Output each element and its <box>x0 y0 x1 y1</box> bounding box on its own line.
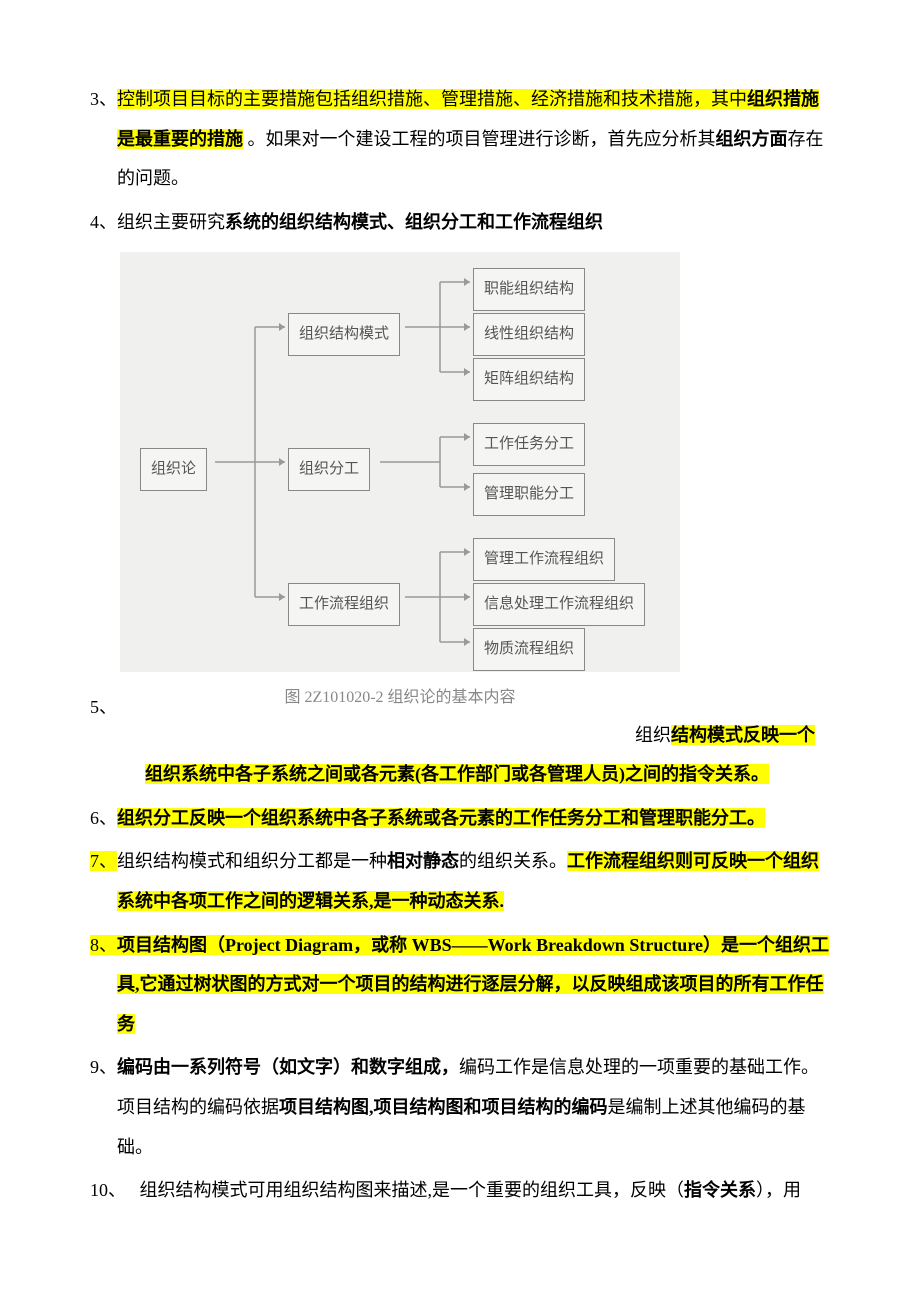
item-4-num: 4、 <box>90 203 117 243</box>
item-4-p1: 组织主要研究 <box>117 212 225 232</box>
org-diagram: 组织论 组织结构模式 组织分工 工作流程组织 职能组织结构 线性组织结构 矩阵组… <box>120 252 680 672</box>
item-5-content: 组织结构模式反映一个组织系统中各子系统之间或各元素(各工作部门或各管理人员)之间… <box>117 688 830 795</box>
item-10-num: 10、 <box>90 1171 126 1211</box>
item-9: 9、 编码由一系列符号（如文字）和数字组成，编码工作是信息处理的一项重要的基础工… <box>90 1048 830 1167</box>
item-9-b1: 编码由一系列符号（如文字）和数字组成， <box>117 1057 459 1077</box>
item-10-content: 组织结构模式可用组织结构图来描述,是一个重要的组织工具，反映（指令关系），用 <box>126 1171 830 1211</box>
item-3-bold1: 组织方面 <box>716 129 788 149</box>
node-l3-0-2: 矩阵组织结构 <box>473 358 585 401</box>
item-10-p2: ），用 <box>756 1180 801 1200</box>
item-4-content: 组织主要研究系统的组织结构模式、组织分工和工作流程组织 <box>117 203 830 243</box>
item-3: 3、 控制项目目标的主要措施包括组织措施、管理措施、经济措施和技术措施，其中组织… <box>90 80 830 199</box>
node-l2-2: 工作流程组织 <box>288 583 400 626</box>
item-6-content: 组织分工反映一个组织系统中各子系统或各元素的工作任务分工和管理职能分工。 <box>117 799 830 839</box>
item-7-b1: 相对静态 <box>387 851 459 871</box>
item-7-num: 7、 <box>90 842 117 921</box>
item-7-content: 组织结构模式和组织分工都是一种相对静态的组织关系。工作流程组织则可反映一个组织系… <box>117 842 830 921</box>
item-5-trail-hl: 结构模式反映一个组织系统中各子系统之间或各元素(各工作部门或各管理人员)之间的指… <box>145 725 815 785</box>
item-9-b2: 项目结构图,项目结构图和项目结构的编码 <box>279 1097 608 1117</box>
node-l3-0-0: 职能组织结构 <box>473 268 585 311</box>
item-6-hl: 组织分工反映一个组织系统中各子系统或各元素的工作任务分工和管理职能分工。 <box>117 808 765 828</box>
item-9-num: 9、 <box>90 1048 117 1167</box>
item-7: 7、 组织结构模式和组织分工都是一种相对静态的组织关系。工作流程组织则可反映一个… <box>90 842 830 921</box>
item-3-hl1: 控制项目目标的主要措施包括组织措施、管理措施、经济措施和技术措施，其中 <box>117 89 747 109</box>
node-root: 组织论 <box>140 448 207 491</box>
item-4: 4、 组织主要研究系统的组织结构模式、组织分工和工作流程组织 <box>90 203 830 243</box>
item-8: 8、 项目结构图（Project Diagram，或称 WBS——Work Br… <box>90 926 830 1045</box>
item-10-b1: 指令关系 <box>684 1180 756 1200</box>
item-5-trail-plain: 组织 <box>635 725 671 745</box>
item-6: 6、 组织分工反映一个组织系统中各子系统或各元素的工作任务分工和管理职能分工。 <box>90 799 830 839</box>
node-l3-2-0: 管理工作流程组织 <box>473 538 615 581</box>
node-l3-1-0: 工作任务分工 <box>473 423 585 466</box>
item-5-num: 5、 <box>90 688 117 795</box>
node-l2-1: 组织分工 <box>288 448 370 491</box>
item-7-p1: 组织结构模式和组织分工都是一种 <box>117 851 387 871</box>
node-l3-0-1: 线性组织结构 <box>473 313 585 356</box>
item-9-content: 编码由一系列符号（如文字）和数字组成，编码工作是信息处理的一项重要的基础工作。项… <box>117 1048 830 1167</box>
item-7-p2: 的组织关系。 <box>459 851 567 871</box>
node-l3-1-1: 管理职能分工 <box>473 473 585 516</box>
item-8-hl: 项目结构图（Project Diagram，或称 WBS——Work Break… <box>117 935 829 1034</box>
item-5: 5、 组织结构模式反映一个组织系统中各子系统之间或各元素(各工作部门或各管理人员… <box>90 688 830 795</box>
item-3-content: 控制项目目标的主要措施包括组织措施、管理措施、经济措施和技术措施，其中组织措施是… <box>117 80 830 199</box>
node-l3-2-2: 物质流程组织 <box>473 628 585 671</box>
item-8-content: 项目结构图（Project Diagram，或称 WBS——Work Break… <box>117 926 830 1045</box>
item-6-num: 6、 <box>90 799 117 839</box>
node-l2-0: 组织结构模式 <box>288 313 400 356</box>
item-4-b1: 系统的组织结构模式、组织分工和工作流程组织 <box>225 212 603 232</box>
item-8-num-hl: 8、 <box>90 935 117 955</box>
item-10-p1: 组织结构模式可用组织结构图来描述,是一个重要的组织工具，反映（ <box>126 1180 684 1200</box>
node-l3-2-1: 信息处理工作流程组织 <box>473 583 645 626</box>
item-7-num-hl: 7、 <box>90 851 117 871</box>
item-10: 10、 组织结构模式可用组织结构图来描述,是一个重要的组织工具，反映（指令关系）… <box>90 1171 830 1211</box>
item-3-plain1: 。如果对一个建设工程的项目管理进行诊断，首先应分析其 <box>243 129 716 149</box>
item-8-num: 8、 <box>90 926 117 1045</box>
item-3-num: 3、 <box>90 80 117 199</box>
